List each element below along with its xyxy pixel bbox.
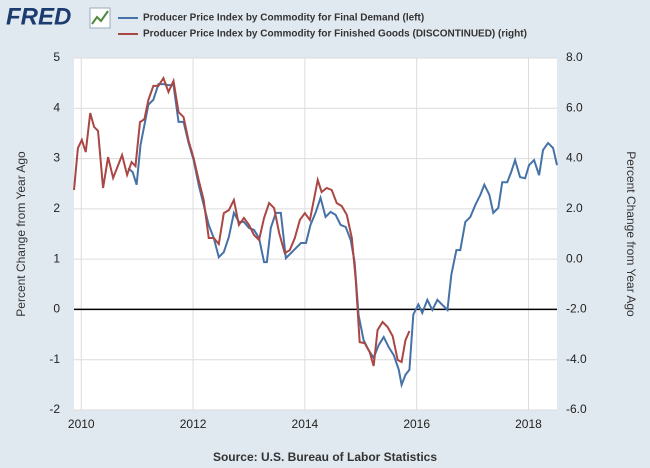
plot-area [74,58,557,410]
series-line [73,75,411,367]
y-tick-label: 1 [53,251,60,265]
series-line [127,83,558,389]
legend-label: Producer Price Index by Commodity for Fi… [143,13,424,24]
y2-tick-label: 8.0 [566,50,583,64]
y2-tick-label: 6.0 [566,100,583,114]
y2-tick-label: -4.0 [566,352,587,366]
y-tick-label: 4 [53,100,60,114]
y-tick-label: -1 [49,352,60,366]
y2-tick-label: -6.0 [566,402,587,416]
legend-label: Producer Price Index by Commodity for Fi… [143,29,527,40]
x-tick-label: 2012 [180,417,207,431]
y2-tick-label: 2.0 [566,201,583,215]
y-axis-label: Percent Change from Year Ago [14,151,28,317]
x-tick-label: 2016 [403,417,430,431]
y-tick-label: 2 [53,201,60,215]
y-tick-label: 0 [53,302,60,316]
logo: FRED [6,3,71,30]
x-tick-label: 2018 [515,417,542,431]
x-tick-label: 2014 [292,417,319,431]
y2-tick-label: 4.0 [566,151,583,165]
y2-axis-label: Percent Change from Year Ago [624,151,638,317]
source: Source: U.S. Bureau of Labor Statistics [213,450,437,464]
y-tick-label: -2 [49,402,60,416]
x-tick-label: 2010 [68,417,95,431]
y-tick-label: 5 [53,50,60,64]
logo-icon [89,7,111,29]
y-tick-label: 3 [53,151,60,165]
y2-tick-label: -2.0 [566,302,587,316]
y2-tick-label: 0.0 [566,251,583,265]
